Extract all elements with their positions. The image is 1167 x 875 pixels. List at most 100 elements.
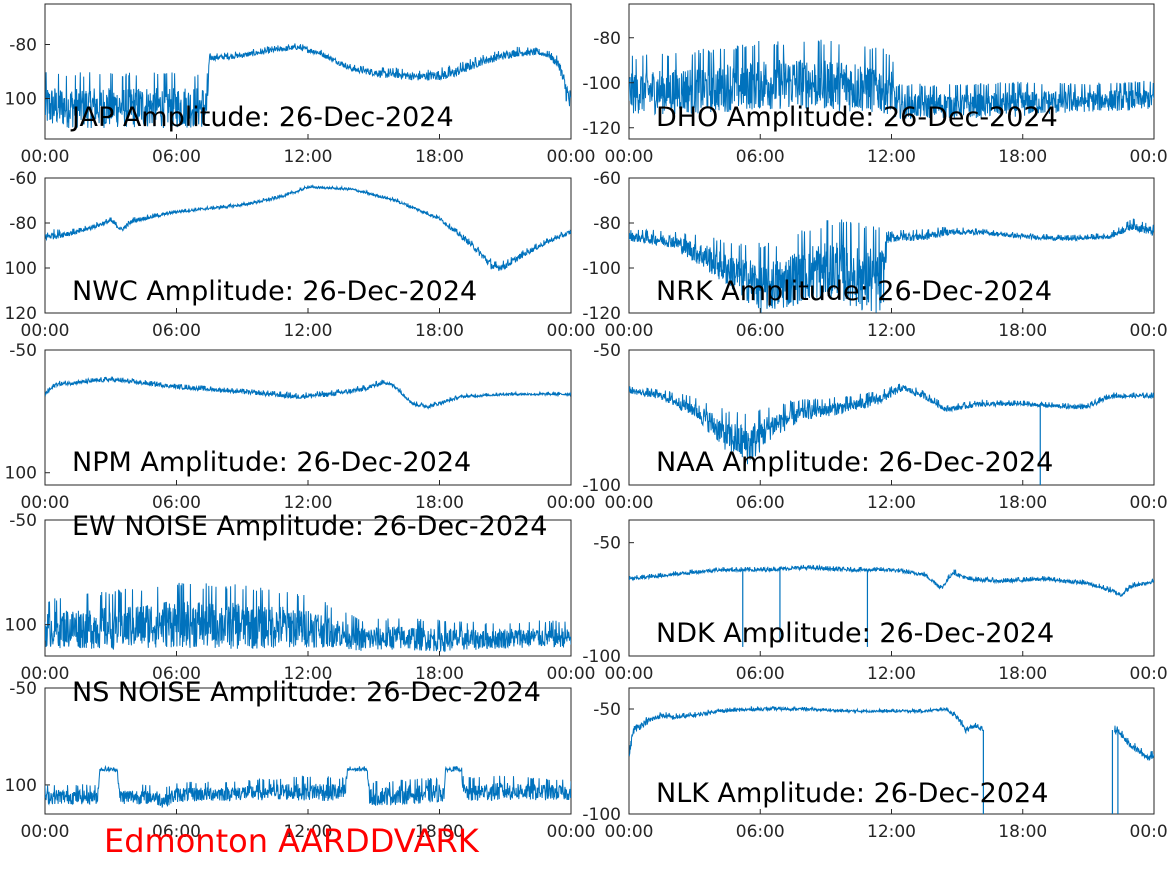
chart-title: NPM Amplitude: 26-Dec-2024 xyxy=(72,447,471,478)
x-tick-label: 12:00 xyxy=(284,822,333,842)
x-tick-label: 06:00 xyxy=(152,147,201,167)
x-tick-label: 00:00 xyxy=(21,664,70,684)
x-tick-label: 18:00 xyxy=(998,822,1047,842)
trace-group xyxy=(629,705,1154,814)
chart-panel: 00:00 06:00 12:00 18:00 00:00 -50 -100 NDK Ampl… xyxy=(582,519,1167,684)
x-tick-label: 18:00 xyxy=(998,664,1047,684)
x-tick-label: 18:00 xyxy=(998,147,1047,167)
series-line xyxy=(629,705,984,757)
chart-panel: 00:00 06:00 12:00 18:00 00:00 -80 -100 -120 DHO … xyxy=(582,3,1167,167)
y-tick-label: -50 xyxy=(9,511,37,531)
x-tick-label: 00:00 xyxy=(1130,147,1167,167)
x-tick-label: 18:00 xyxy=(998,493,1047,513)
x-tick-label: 06:00 xyxy=(152,664,201,684)
x-tick-label: 06:00 xyxy=(152,822,201,842)
series-line xyxy=(629,383,1154,465)
x-tick-label: 00:00 xyxy=(1130,493,1167,513)
x-tick-label: 00:00 xyxy=(1130,822,1167,842)
chart-panel: 00:00 06:00 12:00 18:00 00:00 -60 -80 -100 -120 N… xyxy=(582,169,1167,341)
plot-frame xyxy=(44,349,572,486)
chart-title: NDK Amplitude: 26-Dec-2024 xyxy=(656,618,1054,649)
y-tick-label: 100 xyxy=(5,464,37,484)
x-tick-label: 06:00 xyxy=(736,664,785,684)
x-tick-label: 00:00 xyxy=(605,493,654,513)
x-tick-label: 00:00 xyxy=(547,493,596,513)
chart-title: EW NOISE Amplitude: 26-Dec-2024 xyxy=(72,511,547,542)
x-tick-label: 00:00 xyxy=(1130,321,1167,341)
x-tick-label: 00:00 xyxy=(21,493,70,513)
chart-title: NLK Amplitude: 26-Dec-2024 xyxy=(656,778,1048,809)
x-tick-label: 00:00 xyxy=(605,664,654,684)
chart-panel: 00:00 06:00 12:00 18:00 00:00 -50 100 EW NOISE … xyxy=(5,511,596,684)
x-tick-label: 18:00 xyxy=(415,493,464,513)
series-line xyxy=(45,764,571,808)
x-tick-label: 06:00 xyxy=(736,147,785,167)
y-tick-label: -120 xyxy=(582,304,621,324)
chart-title: JAP Amplitude: 26-Dec-2024 xyxy=(70,102,454,133)
trace-group xyxy=(45,764,571,808)
station-label: Edmonton AARDDVARK xyxy=(104,822,479,860)
x-tick-label: 00:00 xyxy=(605,321,654,341)
chart-panel: 00:00 06:00 12:00 18:00 00:00 -60 -80 100 120 NWC… xyxy=(5,169,596,341)
trace-group xyxy=(629,218,1154,313)
x-tick-label: 18:00 xyxy=(998,321,1047,341)
x-tick-label: 00:00 xyxy=(547,147,596,167)
x-tick-label: 06:00 xyxy=(152,321,201,341)
y-tick-label: 100 xyxy=(5,616,37,636)
y-tick-label: -100 xyxy=(582,476,621,496)
trace-group xyxy=(629,563,1154,647)
chart-title: NRK Amplitude: 26-Dec-2024 xyxy=(656,276,1052,307)
x-tick-label: 00:00 xyxy=(605,147,654,167)
y-tick-label: -50 xyxy=(9,341,37,361)
chart-title: DHO Amplitude: 26-Dec-2024 xyxy=(656,102,1058,133)
x-tick-label: 06:00 xyxy=(736,822,785,842)
series-line xyxy=(45,582,571,653)
y-tick-label: -100 xyxy=(582,805,621,825)
x-tick-label: 00:00 xyxy=(21,822,70,842)
x-tick-label: 12:00 xyxy=(284,147,333,167)
y-tick-label: -60 xyxy=(9,169,37,189)
plot-frame xyxy=(628,3,1155,140)
x-tick-label: 00:00 xyxy=(547,664,596,684)
x-tick-label: 00:00 xyxy=(547,822,596,842)
chart-title: NWC Amplitude: 26-Dec-2024 xyxy=(72,276,477,307)
x-tick-label: 12:00 xyxy=(867,147,916,167)
y-tick-label: -50 xyxy=(9,679,37,699)
plot-frame xyxy=(628,687,1155,815)
trace-group xyxy=(45,184,571,272)
x-tick-label: 18:00 xyxy=(415,147,464,167)
x-tick-label: 00:00 xyxy=(21,321,70,341)
y-tick-label: -50 xyxy=(593,700,621,720)
chart-panel: 00:00 06:00 12:00 18:00 00:00 -50 -100 NLK Ampl… xyxy=(582,687,1167,842)
series-line xyxy=(629,39,1154,119)
chart-title: NAA Amplitude: 26-Dec-2024 xyxy=(656,447,1053,478)
x-tick-label: 12:00 xyxy=(867,822,916,842)
x-tick-label: 00:00 xyxy=(605,822,654,842)
y-tick-label: -100 xyxy=(582,647,621,667)
y-tick-label: -80 xyxy=(9,214,37,234)
x-tick-label: 00:00 xyxy=(21,147,70,167)
y-tick-label: 120 xyxy=(5,304,37,324)
chart-title: NS NOISE Amplitude: 26-Dec-2024 xyxy=(72,677,541,708)
y-tick-label: -50 xyxy=(593,534,621,554)
x-tick-label: 00:00 xyxy=(547,321,596,341)
series-line xyxy=(629,218,1154,313)
chart-panel: 00:00 06:00 12:00 18:00 00:00 -50 100 NPM Ampli… xyxy=(5,341,596,513)
x-tick-label: 12:00 xyxy=(867,493,916,513)
x-tick-label: 18:00 xyxy=(415,822,464,842)
chart-panel: 00:00 06:00 12:00 18:00 00:00 -50 100 NS NOISE … xyxy=(5,677,596,842)
series-line xyxy=(1114,725,1154,761)
series-line xyxy=(629,563,1154,597)
x-tick-label: 12:00 xyxy=(867,664,916,684)
x-tick-label: 12:00 xyxy=(284,493,333,513)
trace-group xyxy=(45,376,571,410)
plot-frame xyxy=(44,177,572,314)
y-tick-label: 100 xyxy=(5,90,37,110)
y-tick-label: -60 xyxy=(593,169,621,189)
x-tick-label: 18:00 xyxy=(415,664,464,684)
x-tick-label: 06:00 xyxy=(152,493,201,513)
y-tick-label: -80 xyxy=(593,29,621,49)
y-tick-label: -80 xyxy=(9,36,37,56)
trace-group xyxy=(629,39,1154,119)
